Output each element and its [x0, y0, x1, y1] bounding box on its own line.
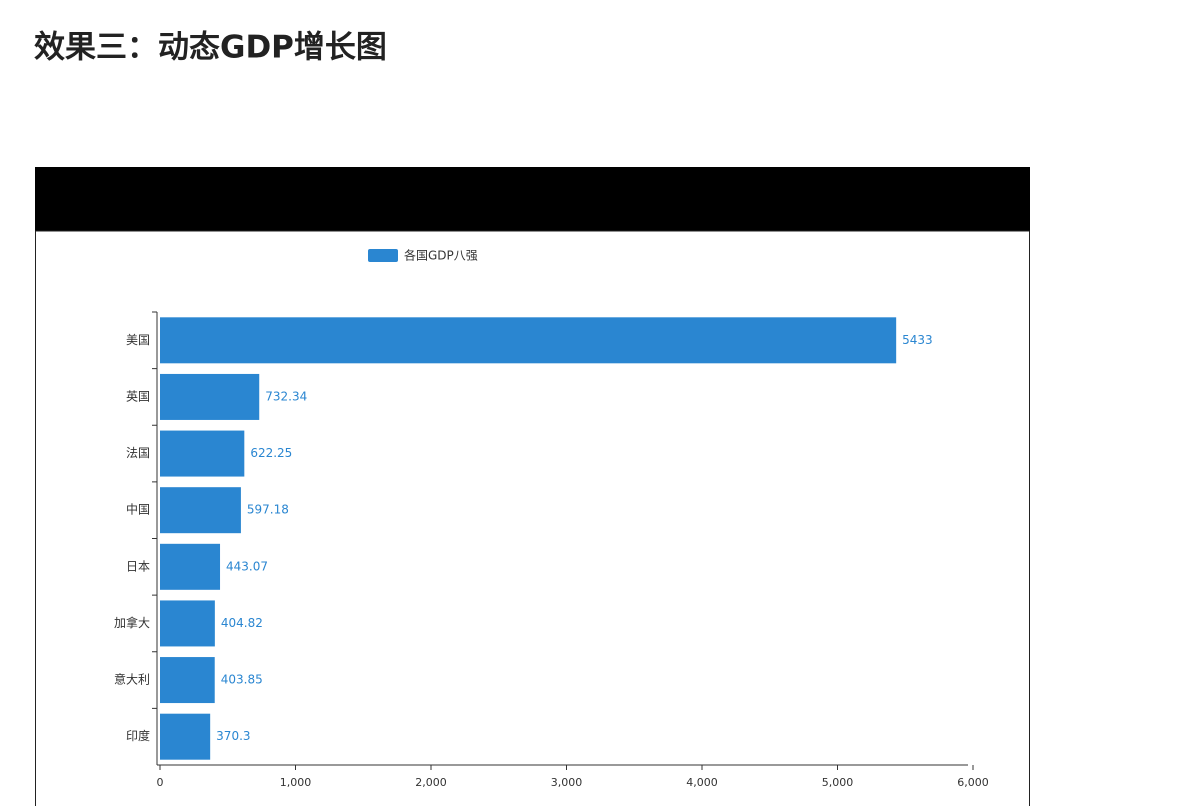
x-tick-label: 2,000: [415, 776, 447, 789]
bar: [160, 657, 215, 704]
value-label: 443.07: [226, 559, 268, 573]
value-label: 404.82: [221, 616, 263, 630]
y-tick-label: 法国: [126, 446, 150, 460]
heading: 效果三：动态GDP增长图: [34, 30, 387, 66]
x-tick-label: 0: [157, 776, 164, 789]
x-tick-label: 5,000: [822, 776, 854, 789]
chart-header-bar: [35, 167, 1030, 231]
value-label: 622.25: [250, 446, 292, 460]
bar: [160, 600, 215, 647]
legend-label: 各国GDP八强: [404, 248, 478, 263]
y-tick-label: 印度: [126, 728, 150, 743]
y-tick-label: 美国: [126, 333, 150, 347]
bar: [160, 373, 260, 420]
y-tick-label: 意大利: [114, 672, 150, 687]
bar: [160, 543, 221, 590]
y-tick-label: 英国: [126, 389, 150, 403]
bar: [160, 317, 897, 364]
bar: [160, 713, 211, 760]
y-tick-label: 中国: [126, 502, 150, 517]
value-label: 403.85: [221, 673, 263, 687]
x-tick-label: 1,000: [280, 776, 312, 789]
value-label: 597.18: [247, 503, 289, 517]
bar: [160, 430, 245, 477]
value-label: 370.3: [216, 729, 250, 743]
x-tick-label: 3,000: [551, 776, 583, 789]
legend-swatch: [368, 249, 398, 262]
x-tick-label: 6,000: [957, 776, 989, 789]
value-label: 732.34: [265, 389, 307, 403]
bar: [160, 487, 241, 534]
value-label: 5433: [902, 333, 933, 347]
y-tick-label: 加拿大: [114, 615, 150, 630]
x-tick-label: 4,000: [686, 776, 718, 789]
y-tick-label: 日本: [126, 559, 150, 573]
